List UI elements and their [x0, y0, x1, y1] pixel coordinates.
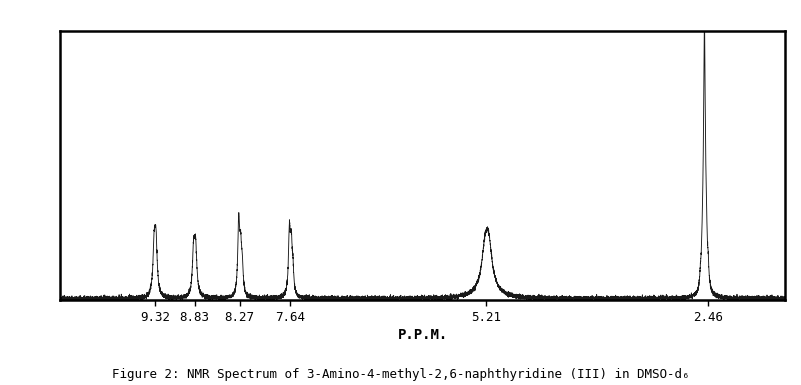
Text: Figure 2: NMR Spectrum of 3-Amino-4-methyl-2,6-naphthyridine (III) in DMSO-d₆: Figure 2: NMR Spectrum of 3-Amino-4-meth…	[112, 368, 689, 381]
X-axis label: P.P.M.: P.P.M.	[397, 328, 448, 342]
